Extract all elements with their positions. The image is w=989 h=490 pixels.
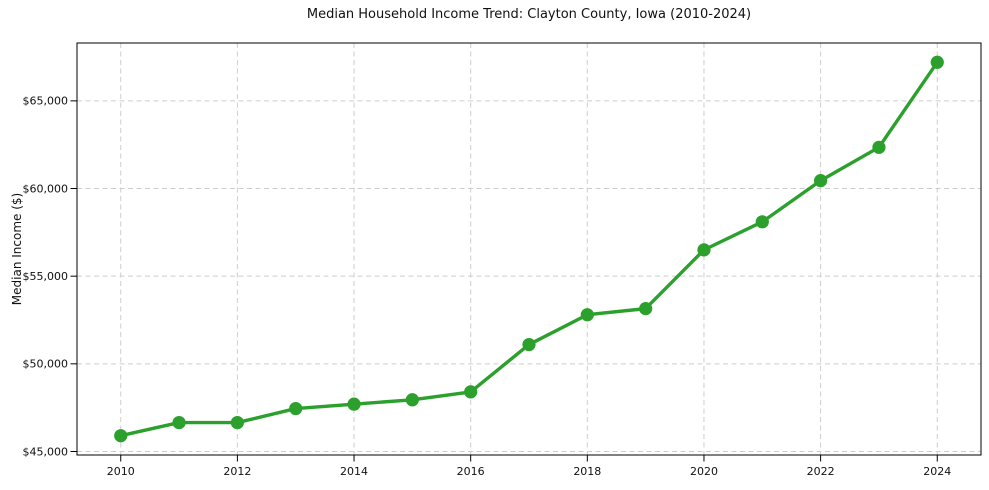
data-point-2018 bbox=[580, 308, 594, 322]
data-point-2017 bbox=[522, 337, 536, 352]
data-point-2022 bbox=[814, 174, 828, 188]
data-point-2013 bbox=[289, 401, 303, 416]
data-point-2021 bbox=[755, 215, 769, 229]
data-point-2019 bbox=[639, 302, 653, 316]
data-point-2012 bbox=[230, 415, 244, 430]
x-tick-label-2014: 2014 bbox=[340, 465, 368, 478]
income-trend-line bbox=[119, 60, 939, 438]
plot-border bbox=[76, 42, 982, 456]
x-tick-label-2012: 2012 bbox=[223, 465, 251, 478]
y-tick-label-55000: $55,000 bbox=[23, 270, 69, 283]
data-point-2020 bbox=[697, 243, 711, 257]
data-point-2023 bbox=[872, 140, 886, 154]
y-tick-label-60000: $60,000 bbox=[23, 182, 69, 195]
y-tick-label-45000: $45,000 bbox=[23, 445, 69, 458]
y-tick-label-65000: $65,000 bbox=[23, 95, 69, 108]
x-tick-label-2016: 2016 bbox=[457, 465, 485, 478]
x-tick-label-2010: 2010 bbox=[107, 465, 135, 478]
y-tick-label-50000: $50,000 bbox=[23, 358, 69, 371]
data-point-2011 bbox=[172, 415, 186, 430]
data-point-2015 bbox=[405, 393, 419, 407]
data-point-2014 bbox=[347, 397, 361, 411]
data-point-2016 bbox=[464, 385, 478, 399]
x-tick-label-2020: 2020 bbox=[690, 465, 718, 478]
x-tick-label-2022: 2022 bbox=[807, 465, 835, 478]
chart-title: Median Household Income Trend: Clayton C… bbox=[306, 7, 752, 22]
data-point-2024 bbox=[930, 55, 944, 69]
x-tick-label-2018: 2018 bbox=[573, 465, 601, 478]
data-point-2010 bbox=[114, 429, 128, 443]
x-tick-label-2024: 2024 bbox=[923, 465, 951, 478]
